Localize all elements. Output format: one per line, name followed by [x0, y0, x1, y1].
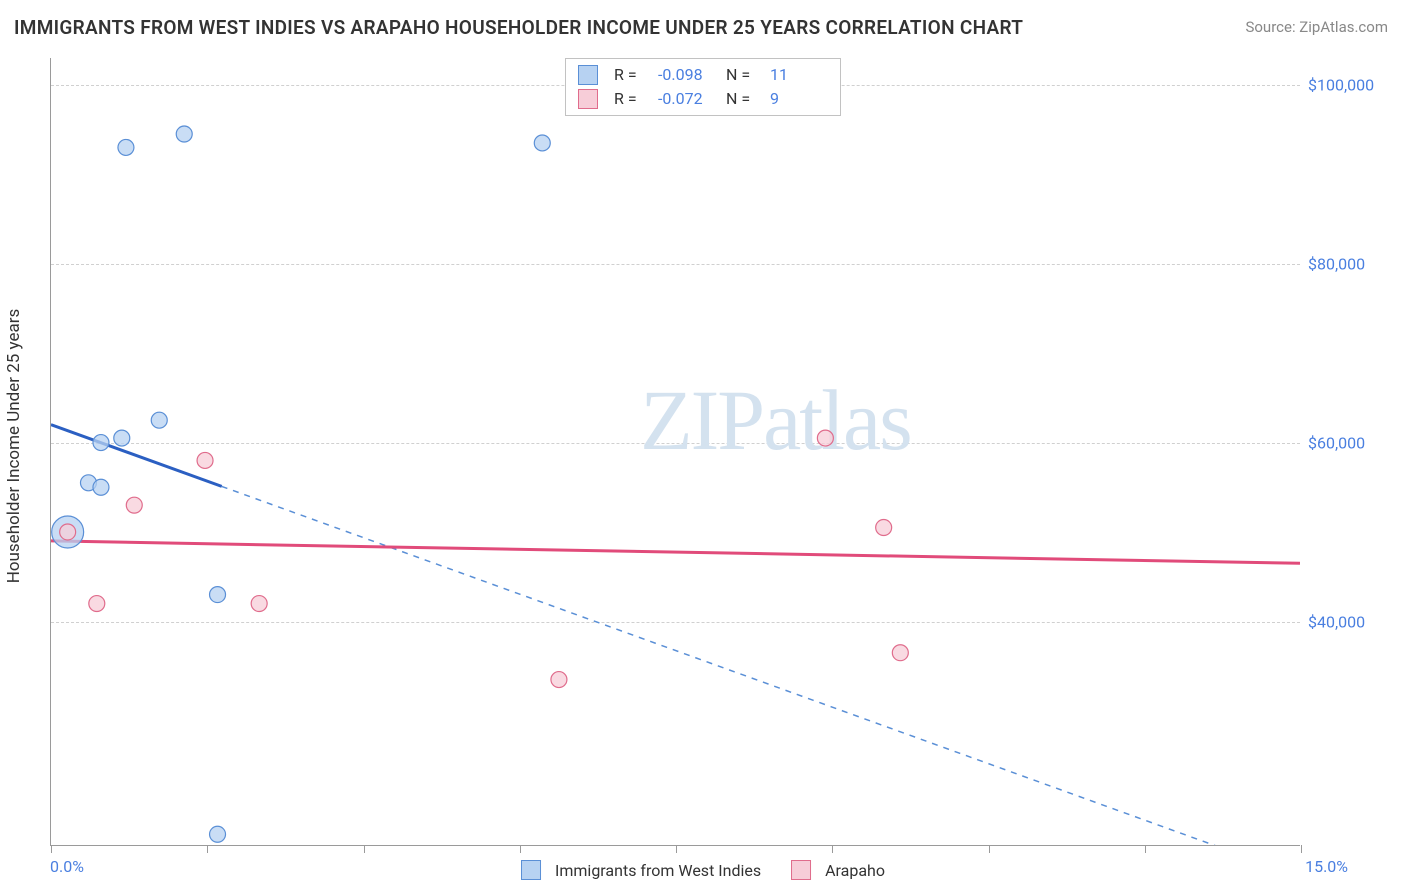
legend-n-label: N = [726, 87, 760, 111]
data-point [89, 596, 105, 612]
x-tick [832, 845, 833, 853]
data-point [93, 435, 109, 451]
x-tick [676, 845, 677, 853]
swatch-pink-icon [578, 89, 598, 109]
data-point [210, 587, 226, 603]
y-tick-label: $40,000 [1308, 613, 1398, 632]
y-tick-label: $60,000 [1308, 434, 1398, 453]
data-point [876, 520, 892, 536]
data-point [210, 826, 226, 842]
data-point [534, 135, 550, 151]
legend-n-value-0: 11 [770, 63, 828, 87]
data-point [251, 596, 267, 612]
y-axis-label: Householder Income Under 25 years [4, 309, 24, 584]
data-point [114, 430, 130, 446]
legend-correlation: R = -0.098 N = 11 R = -0.072 N = 9 [565, 58, 841, 116]
source-label: Source: ZipAtlas.com [1245, 18, 1388, 36]
data-point [126, 497, 142, 513]
chart-svg [51, 58, 1300, 845]
legend-r-value-1: -0.072 [658, 87, 716, 111]
legend-series-0-name: Immigrants from West Indies [555, 861, 761, 880]
x-tick [51, 845, 52, 853]
data-point [176, 126, 192, 142]
legend-series-1-name: Arapaho [825, 861, 885, 880]
y-tick-label: $100,000 [1308, 75, 1398, 94]
y-tick-label: $80,000 [1308, 254, 1398, 273]
trend-line [51, 541, 1300, 563]
plot-area: ZIPatlas $40,000$60,000$80,000$100,000 [50, 58, 1300, 846]
page-title: IMMIGRANTS FROM WEST INDIES VS ARAPAHO H… [14, 16, 1023, 39]
legend-item-series-0: Immigrants from West Indies [521, 860, 761, 880]
x-tick [364, 845, 365, 853]
legend-series: Immigrants from West Indies Arapaho [521, 860, 885, 880]
x-tick [520, 845, 521, 853]
data-point [551, 672, 567, 688]
legend-n-value-1: 9 [770, 87, 828, 111]
trend-line [51, 425, 222, 487]
legend-r-label: R = [614, 87, 648, 111]
data-point [151, 412, 167, 428]
legend-item-series-1: Arapaho [791, 860, 885, 880]
legend-n-label: N = [726, 63, 760, 87]
data-point [60, 524, 76, 540]
x-tick [1301, 845, 1302, 853]
legend-row-series-0: R = -0.098 N = 11 [578, 63, 828, 87]
data-point [892, 645, 908, 661]
x-tick [207, 845, 208, 853]
x-tick [989, 845, 990, 853]
swatch-blue-icon [521, 860, 541, 880]
legend-row-series-1: R = -0.072 N = 9 [578, 87, 828, 111]
data-point [93, 479, 109, 495]
data-point [118, 139, 134, 155]
legend-r-value-0: -0.098 [658, 63, 716, 87]
swatch-pink-icon [791, 860, 811, 880]
x-max-label: 15.0% [1305, 857, 1348, 876]
x-tick [1145, 845, 1146, 853]
data-point [817, 430, 833, 446]
trend-line-extrapolated [222, 486, 1300, 845]
swatch-blue-icon [578, 65, 598, 85]
data-point [197, 452, 213, 468]
x-min-label: 0.0% [50, 857, 84, 876]
legend-r-label: R = [614, 63, 648, 87]
